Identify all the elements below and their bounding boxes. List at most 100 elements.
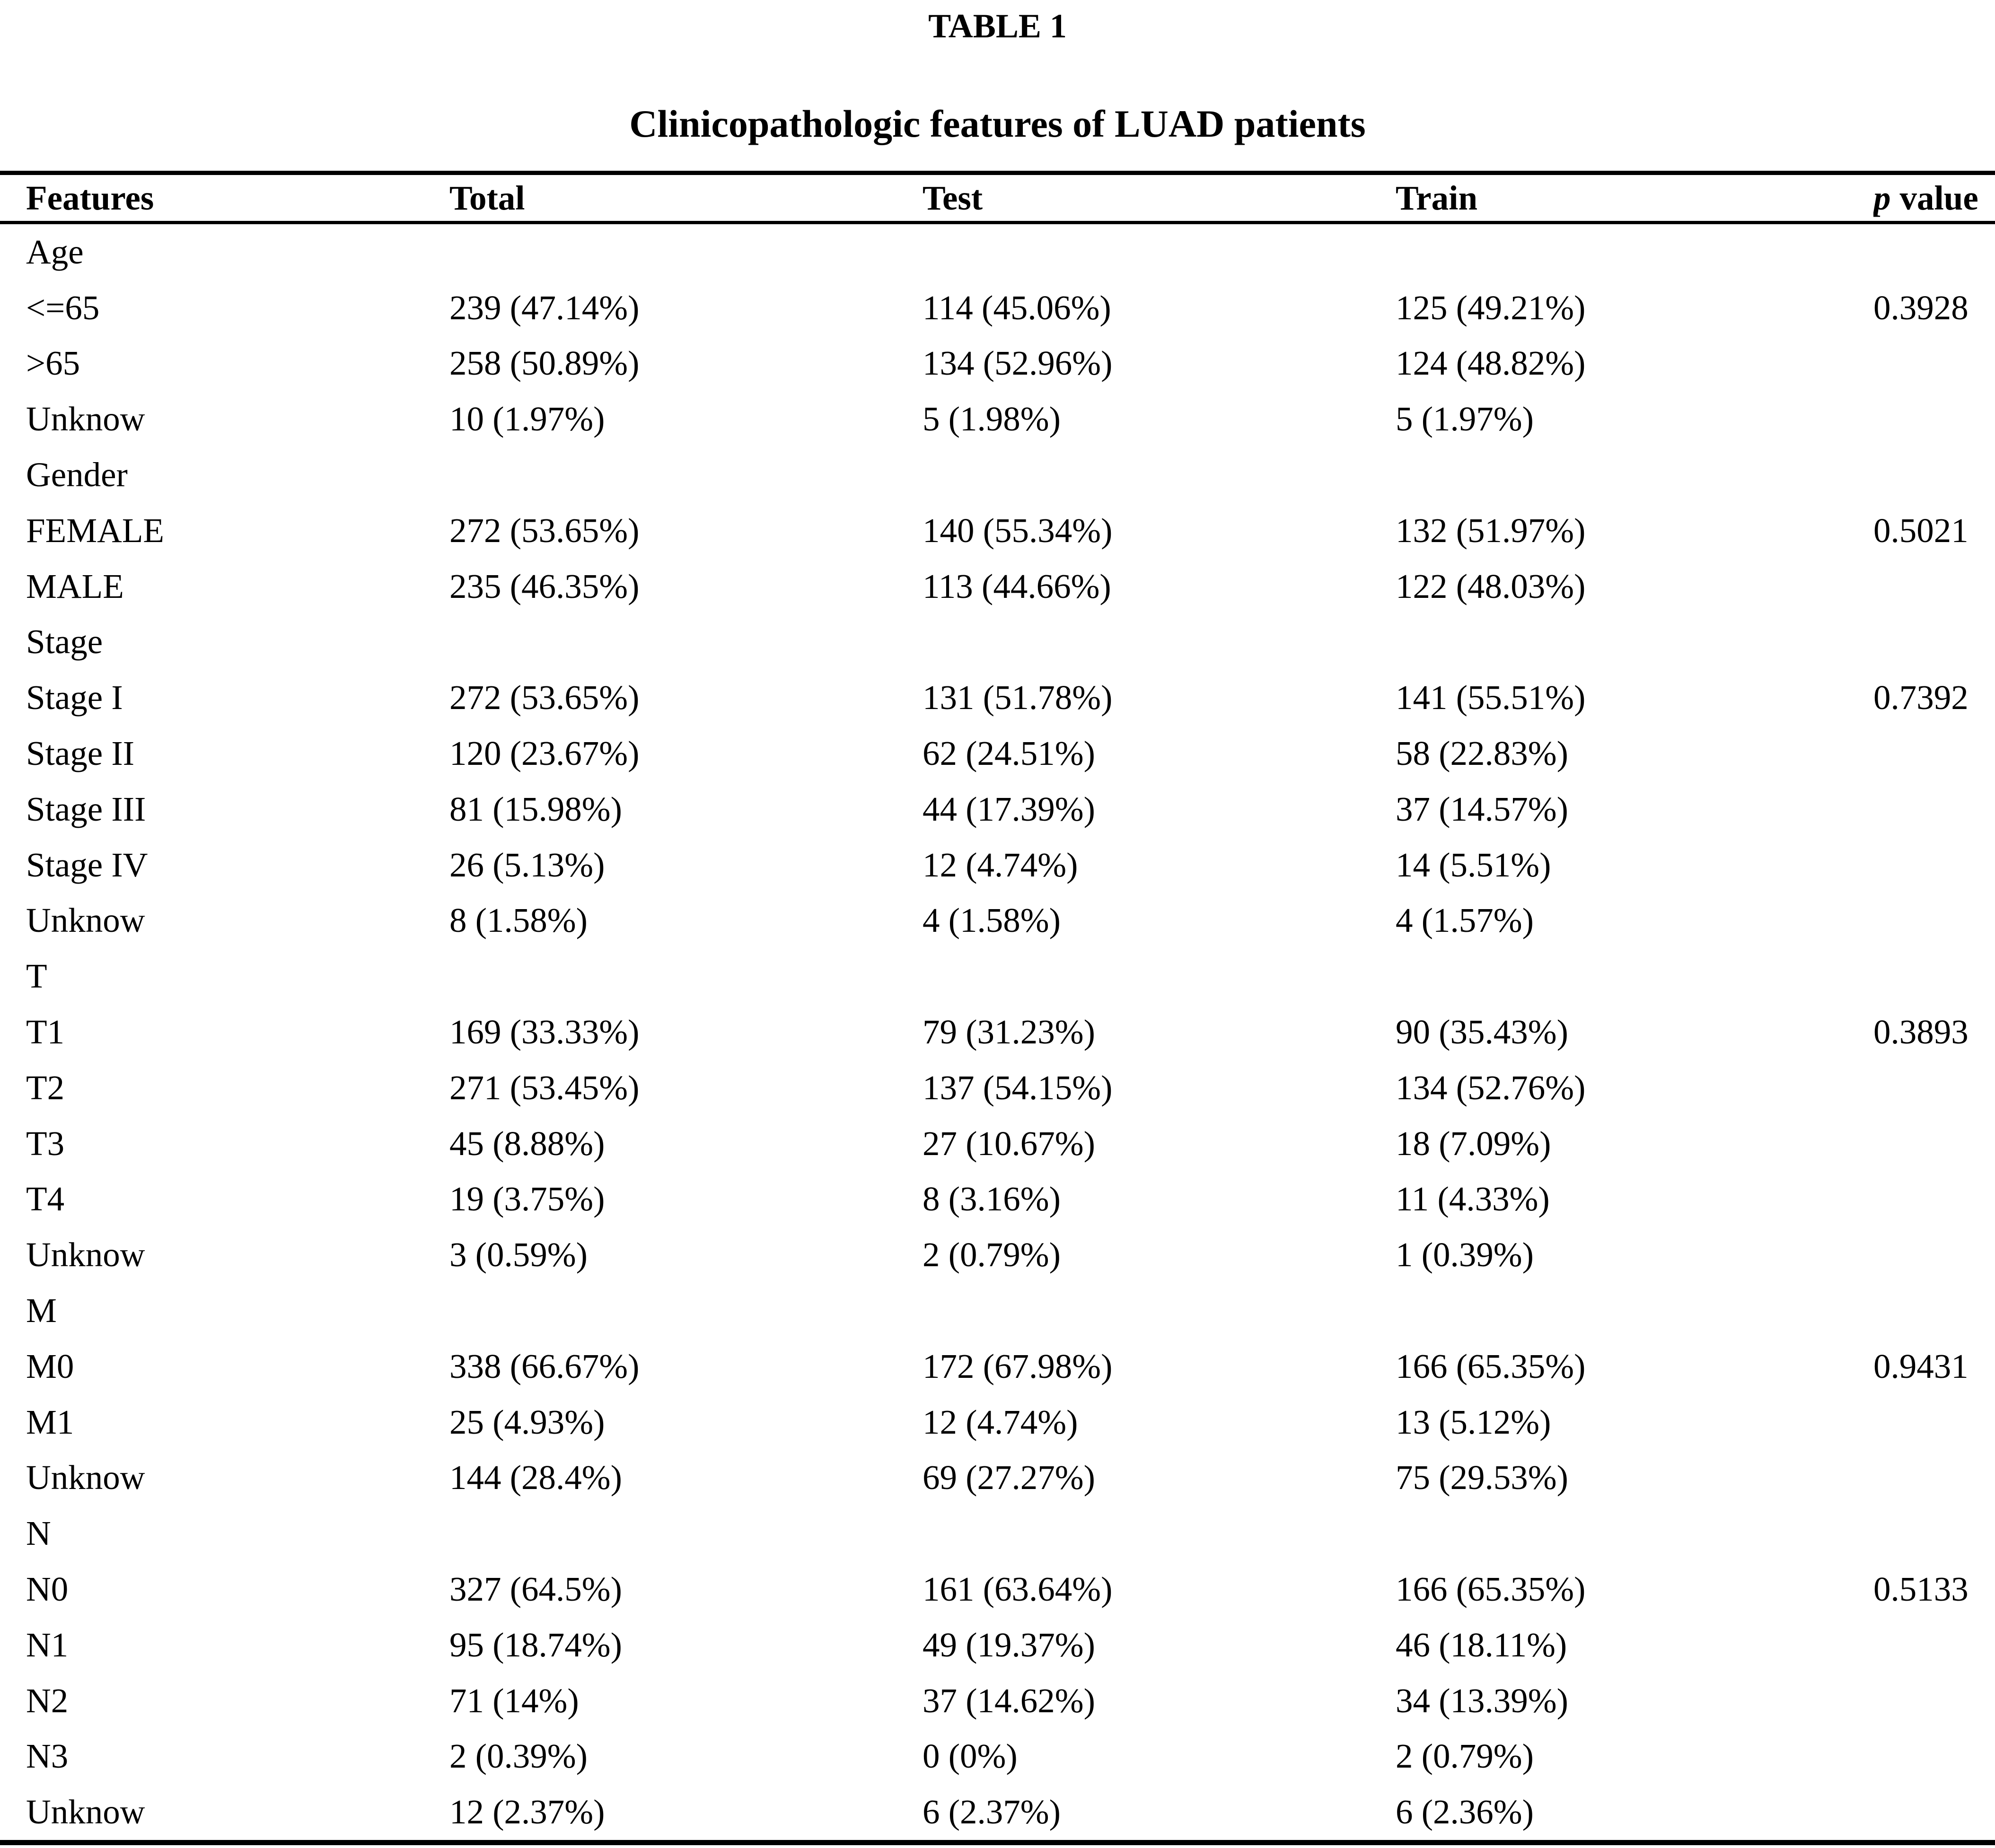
total-cell: 10 (1.97%): [449, 400, 605, 438]
train-cell: 58 (22.83%): [1396, 734, 1568, 773]
table-row: Unknow 144 (28.4%) 69 (27.27%) 75 (29.53…: [0, 1450, 1995, 1506]
train-cell: 124 (48.82%): [1396, 344, 1586, 383]
feature-cell: Unknow: [26, 1458, 145, 1497]
column-header-train: Train: [1396, 178, 1478, 217]
table-row: M: [0, 1283, 1995, 1339]
p-value-cell: 0.5021: [1873, 511, 1969, 550]
test-cell: 161 (63.64%): [923, 1570, 1113, 1609]
train-cell: 37 (14.57%): [1396, 789, 1568, 828]
total-cell: 272 (53.65%): [449, 511, 640, 550]
feature-cell: FEMALE: [26, 511, 164, 550]
total-cell: 25 (4.93%): [449, 1402, 605, 1441]
total-cell: 235 (46.35%): [449, 567, 640, 605]
feature-cell: N3: [26, 1737, 69, 1776]
test-cell: 12 (4.74%): [923, 845, 1078, 884]
feature-cell: T4: [26, 1180, 65, 1218]
test-cell: 134 (52.96%): [923, 344, 1113, 383]
table-row: T: [0, 948, 1995, 1004]
test-cell: 49 (19.37%): [923, 1625, 1095, 1664]
total-cell: 2 (0.39%): [449, 1737, 588, 1776]
total-cell: 258 (50.89%): [449, 344, 640, 383]
table-row: Unknow 10 (1.97%) 5 (1.98%) 5 (1.97%): [0, 391, 1995, 447]
total-cell: 45 (8.88%): [449, 1124, 605, 1163]
train-cell: 34 (13.39%): [1396, 1681, 1568, 1720]
column-header-p-value: p value: [1873, 178, 1995, 218]
p-value-cell: 0.9431: [1873, 1347, 1969, 1385]
feature-cell: M1: [26, 1402, 74, 1441]
train-cell: 90 (35.43%): [1396, 1013, 1568, 1051]
train-cell: 11 (4.33%): [1396, 1180, 1550, 1218]
header-underline-rule: [0, 221, 1995, 224]
total-cell: 26 (5.13%): [449, 845, 605, 884]
total-cell: 338 (66.67%): [449, 1347, 640, 1385]
table-row: FEMALE 272 (53.65%) 140 (55.34%) 132 (51…: [0, 503, 1995, 559]
total-cell: 327 (64.5%): [449, 1570, 622, 1609]
train-cell: 14 (5.51%): [1396, 845, 1551, 884]
train-cell: 132 (51.97%): [1396, 511, 1586, 550]
table-row: N1 95 (18.74%) 49 (19.37%) 46 (18.11%): [0, 1617, 1995, 1673]
feature-cell: <=65: [26, 288, 100, 327]
test-cell: 8 (3.16%): [923, 1180, 1061, 1218]
table-row: Stage IV 26 (5.13%) 12 (4.74%) 14 (5.51%…: [0, 837, 1995, 893]
table-row: >65 258 (50.89%) 134 (52.96%) 124 (48.82…: [0, 336, 1995, 392]
feature-cell: Unknow: [26, 400, 145, 438]
test-cell: 69 (27.27%): [923, 1458, 1095, 1497]
table-row: Unknow 3 (0.59%) 2 (0.79%) 1 (0.39%): [0, 1227, 1995, 1283]
table-row: Stage I 272 (53.65%) 131 (51.78%) 141 (5…: [0, 670, 1995, 726]
p-value-cell: 0.3893: [1873, 1013, 1969, 1051]
table-row: N2 71 (14%) 37 (14.62%) 34 (13.39%): [0, 1673, 1995, 1729]
feature-cell: Gender: [26, 455, 128, 494]
test-cell: 131 (51.78%): [923, 678, 1113, 717]
test-cell: 6 (2.37%): [923, 1793, 1061, 1831]
test-cell: 137 (54.15%): [923, 1068, 1113, 1107]
table-row: N0 327 (64.5%) 161 (63.64%) 166 (65.35%)…: [0, 1561, 1995, 1617]
feature-cell: N: [26, 1514, 51, 1553]
test-cell: 4 (1.58%): [923, 901, 1061, 940]
table-subtitle: Clinicopathologic features of LUAD patie…: [629, 102, 1366, 145]
test-cell: 12 (4.74%): [923, 1402, 1078, 1441]
total-cell: 169 (33.33%): [449, 1013, 640, 1051]
feature-cell: Stage III: [26, 789, 146, 828]
total-cell: 239 (47.14%): [449, 288, 640, 327]
train-cell: 166 (65.35%): [1396, 1570, 1586, 1609]
table-row: Unknow 12 (2.37%) 6 (2.37%) 6 (2.36%): [0, 1784, 1995, 1840]
total-cell: 8 (1.58%): [449, 901, 588, 940]
table-row: N3 2 (0.39%) 0 (0%) 2 (0.79%): [0, 1729, 1995, 1785]
train-cell: 141 (55.51%): [1396, 678, 1586, 717]
table-caption: TABLE 1: [928, 7, 1067, 45]
test-cell: 62 (24.51%): [923, 734, 1095, 773]
table-row: Stage III 81 (15.98%) 44 (17.39%) 37 (14…: [0, 781, 1995, 837]
table-row: Stage: [0, 614, 1995, 670]
feature-cell: Age: [26, 232, 84, 271]
test-cell: 140 (55.34%): [923, 511, 1113, 550]
total-cell: 272 (53.65%): [449, 678, 640, 717]
train-cell: 122 (48.03%): [1396, 567, 1586, 605]
table-row: Stage II 120 (23.67%) 62 (24.51%) 58 (22…: [0, 726, 1995, 781]
p-value-header-rest: value: [1899, 178, 1978, 217]
table-row: T3 45 (8.88%) 27 (10.67%) 18 (7.09%): [0, 1116, 1995, 1172]
total-cell: 95 (18.74%): [449, 1625, 622, 1664]
table-row: T4 19 (3.75%) 8 (3.16%) 11 (4.33%): [0, 1172, 1995, 1227]
feature-cell: MALE: [26, 567, 124, 605]
table-row: <=65 239 (47.14%) 114 (45.06%) 125 (49.2…: [0, 280, 1995, 336]
total-cell: 120 (23.67%): [449, 734, 640, 773]
feature-cell: N1: [26, 1625, 69, 1664]
total-cell: 3 (0.59%): [449, 1235, 588, 1274]
test-cell: 5 (1.98%): [923, 400, 1061, 438]
test-cell: 0 (0%): [923, 1737, 1018, 1776]
table-bottom-rule: [0, 1840, 1995, 1846]
train-cell: 1 (0.39%): [1396, 1235, 1534, 1274]
test-cell: 2 (0.79%): [923, 1235, 1061, 1274]
train-cell: 166 (65.35%): [1396, 1347, 1586, 1385]
train-cell: 75 (29.53%): [1396, 1458, 1568, 1497]
column-header-features: Features: [26, 178, 154, 217]
total-cell: 271 (53.45%): [449, 1068, 640, 1107]
table-row: T2 271 (53.45%) 137 (54.15%) 134 (52.76%…: [0, 1060, 1995, 1116]
feature-cell: T3: [26, 1124, 65, 1163]
total-cell: 12 (2.37%): [449, 1793, 605, 1831]
feature-cell: N2: [26, 1681, 69, 1720]
table-header-row: Features Total Test Train p value: [0, 175, 1995, 221]
feature-cell: Unknow: [26, 901, 145, 940]
total-cell: 71 (14%): [449, 1681, 579, 1720]
